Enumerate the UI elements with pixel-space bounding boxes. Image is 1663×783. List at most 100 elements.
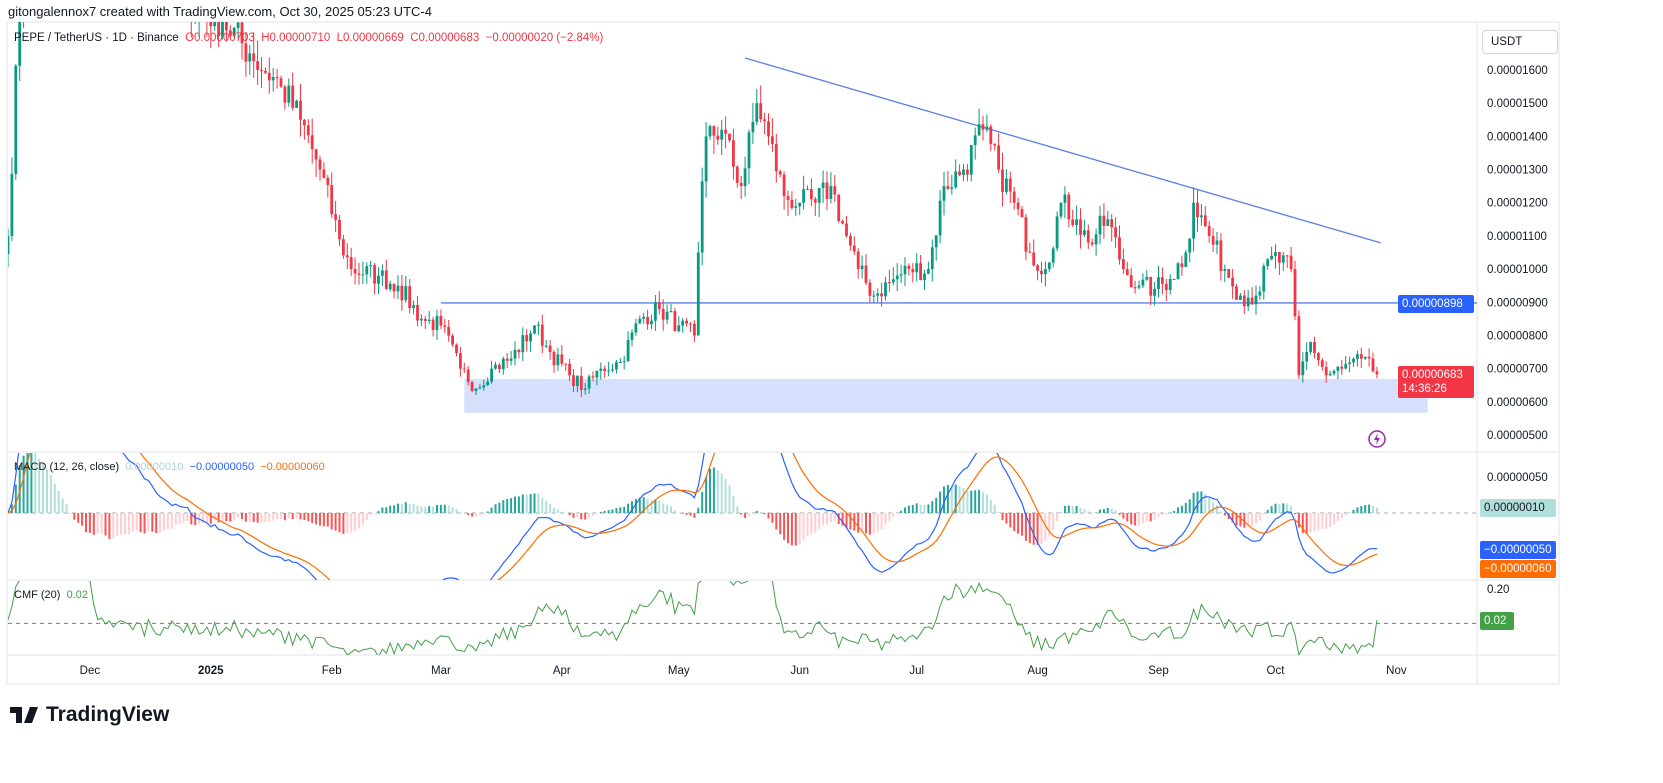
candle-body [540, 324, 544, 346]
candle-body [915, 263, 919, 273]
macd-histogram-bar [802, 513, 805, 540]
candle-body [1001, 169, 1004, 192]
macd-histogram-bar [946, 484, 949, 513]
candle-body [833, 186, 837, 195]
macd-histogram-bar [872, 513, 875, 534]
macd-histogram-bar [1071, 506, 1074, 513]
macd-histogram-bar [650, 500, 653, 513]
candle-body [1067, 194, 1071, 220]
candle-body [498, 364, 501, 370]
macd-histogram-bar [911, 505, 914, 513]
macd-histogram-bar [350, 513, 353, 533]
time-tick-label: 2025 [198, 665, 224, 677]
candle-body [778, 171, 782, 175]
macd-histogram-bar [599, 511, 602, 513]
candle-body [880, 293, 883, 297]
macd-histogram-bar [818, 513, 821, 530]
candle-body [1344, 363, 1348, 369]
candle-body [611, 369, 614, 371]
candle-body [486, 381, 490, 386]
macd-histogram-bar [962, 487, 965, 513]
cmf-label[interactable]: CMF (20) [14, 589, 61, 601]
macd-histogram-bar [1223, 513, 1226, 516]
macd-histogram-bar [85, 513, 87, 533]
candle-body [1375, 371, 1379, 375]
macd-histogram-bar [954, 484, 957, 513]
candle-body [252, 53, 256, 62]
candle-body [353, 269, 357, 274]
candle-body [837, 194, 841, 221]
macd-histogram-bar [96, 513, 99, 534]
candle-body [966, 169, 969, 175]
macd-label[interactable]: MACD (12, 26, close) [14, 461, 120, 473]
last-price-tag: 0.00000683 14:36:26 [1398, 366, 1474, 398]
candle-body [1114, 227, 1117, 238]
candle-body [1028, 251, 1032, 253]
macd-histogram-bar [1325, 513, 1328, 529]
candle-body [1324, 367, 1328, 376]
candle-body [1356, 354, 1359, 359]
macd-histogram-bar [330, 513, 333, 530]
candle-body [1075, 219, 1078, 226]
candle-body [1125, 269, 1129, 276]
macd-histogram-bar [283, 513, 286, 521]
candle-body [661, 308, 665, 320]
macd-histogram-bar [919, 504, 922, 513]
macd-histogram-bar [1216, 505, 1218, 513]
macd-histogram-bar [865, 513, 867, 534]
candle-body [240, 22, 244, 44]
candle-body [447, 326, 451, 336]
candle-body [771, 136, 774, 144]
candle-body [544, 345, 548, 347]
candle-body [950, 187, 954, 189]
macd-histogram-bar [521, 494, 524, 513]
low-value: L0.00000669 [336, 32, 404, 44]
candle-body [689, 323, 692, 325]
candle-body [287, 85, 291, 103]
candle-body [1032, 252, 1036, 266]
candle-body [267, 72, 271, 81]
macd-histogram-bar [1149, 513, 1152, 522]
macd-histogram-bar [147, 513, 150, 531]
candle-body [1239, 295, 1242, 300]
candle-body [326, 177, 330, 185]
macd-histogram-bar [455, 508, 458, 513]
macd-histogram-bar [693, 513, 696, 518]
macd-histogram-bar [966, 491, 969, 513]
price-tick-label: 0.00001100 [1487, 231, 1547, 243]
price-tick-label: 0.00000900 [1487, 297, 1548, 309]
tradingview-logo[interactable]: TradingView [10, 703, 169, 727]
candle-body [1024, 217, 1028, 252]
currency-button[interactable]: USDT [1482, 30, 1558, 54]
macd-histogram-bar [303, 513, 306, 521]
macd-histogram-bar [1294, 513, 1296, 515]
macd-histogram-bar [900, 510, 903, 513]
macd-histogram-bar [958, 486, 961, 513]
macd-histogram-bar [1141, 513, 1144, 524]
candle-body [537, 324, 540, 326]
macd-histogram-bar [798, 513, 801, 544]
macd-histogram-bar [65, 504, 68, 513]
candle-body [470, 382, 474, 391]
candle-body [1371, 358, 1375, 372]
candle-body [732, 140, 735, 167]
macd-hist-value: 0.00000010 [125, 461, 184, 473]
candle-body [759, 103, 763, 120]
macd-histogram-bar [143, 513, 146, 534]
candle-body [232, 27, 236, 36]
symbol-name[interactable]: PEPE / TetherUS · 1D · Binance [14, 32, 179, 44]
candle-body [1231, 277, 1234, 287]
candle-body [860, 265, 864, 270]
macd-histogram-bar [1075, 505, 1078, 513]
candle-body [634, 323, 638, 333]
macd-tick-label: 0.00000050 [1487, 472, 1548, 484]
macd-histogram-bar [155, 513, 158, 534]
macd-histogram-bar [631, 501, 633, 513]
tradingview-logo-icon [10, 707, 38, 723]
macd-histogram-bar [1153, 513, 1156, 520]
candle-body [529, 333, 532, 342]
macd-histogram-bar [139, 513, 142, 533]
macd-histogram-bar [416, 505, 419, 513]
macd-histogram-bar [939, 491, 942, 513]
